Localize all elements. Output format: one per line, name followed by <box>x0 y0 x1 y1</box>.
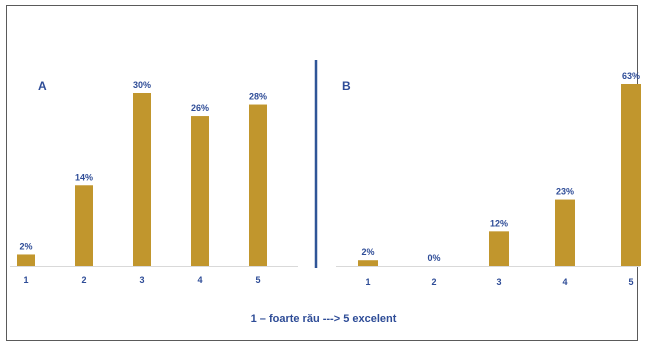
data-label: 0% <box>427 253 440 263</box>
bar <box>489 231 509 266</box>
chart-a: A 2% 1 14% 2 30% 3 26% 4 28% 5 <box>10 79 298 285</box>
bar <box>133 93 151 266</box>
data-label: 14% <box>75 172 93 182</box>
data-label: 12% <box>490 218 508 228</box>
figure-frame <box>6 5 638 341</box>
bar <box>621 84 641 266</box>
bar <box>249 104 267 267</box>
tick-label: 3 <box>139 275 144 285</box>
data-label: 2% <box>361 247 374 257</box>
data-label: 63% <box>622 71 640 81</box>
chart-title: A <box>38 79 47 93</box>
scale-caption: 1 – foarte rău ---> 5 excelent <box>250 313 397 325</box>
bar <box>555 199 575 266</box>
bar <box>75 185 93 266</box>
data-label: 28% <box>249 92 267 102</box>
tick-label: 5 <box>628 277 633 287</box>
tick-label: 2 <box>431 277 436 287</box>
bar <box>191 116 209 266</box>
chart-title: B <box>342 79 351 93</box>
tick-label: 2 <box>81 275 86 285</box>
tick-label: 4 <box>197 275 202 285</box>
data-label: 23% <box>556 187 574 197</box>
chart-b: B 2% 1 0% 2 12% 3 23% 4 63% 5 <box>336 71 641 287</box>
bar <box>17 254 35 266</box>
data-label: 2% <box>19 241 32 251</box>
tick-label: 1 <box>365 277 370 287</box>
data-label: 30% <box>133 80 151 90</box>
data-label: 26% <box>191 103 209 113</box>
bar <box>358 260 378 266</box>
tick-label: 1 <box>23 275 28 285</box>
tick-label: 3 <box>496 277 501 287</box>
tick-label: 4 <box>562 277 567 287</box>
tick-label: 5 <box>255 275 260 285</box>
